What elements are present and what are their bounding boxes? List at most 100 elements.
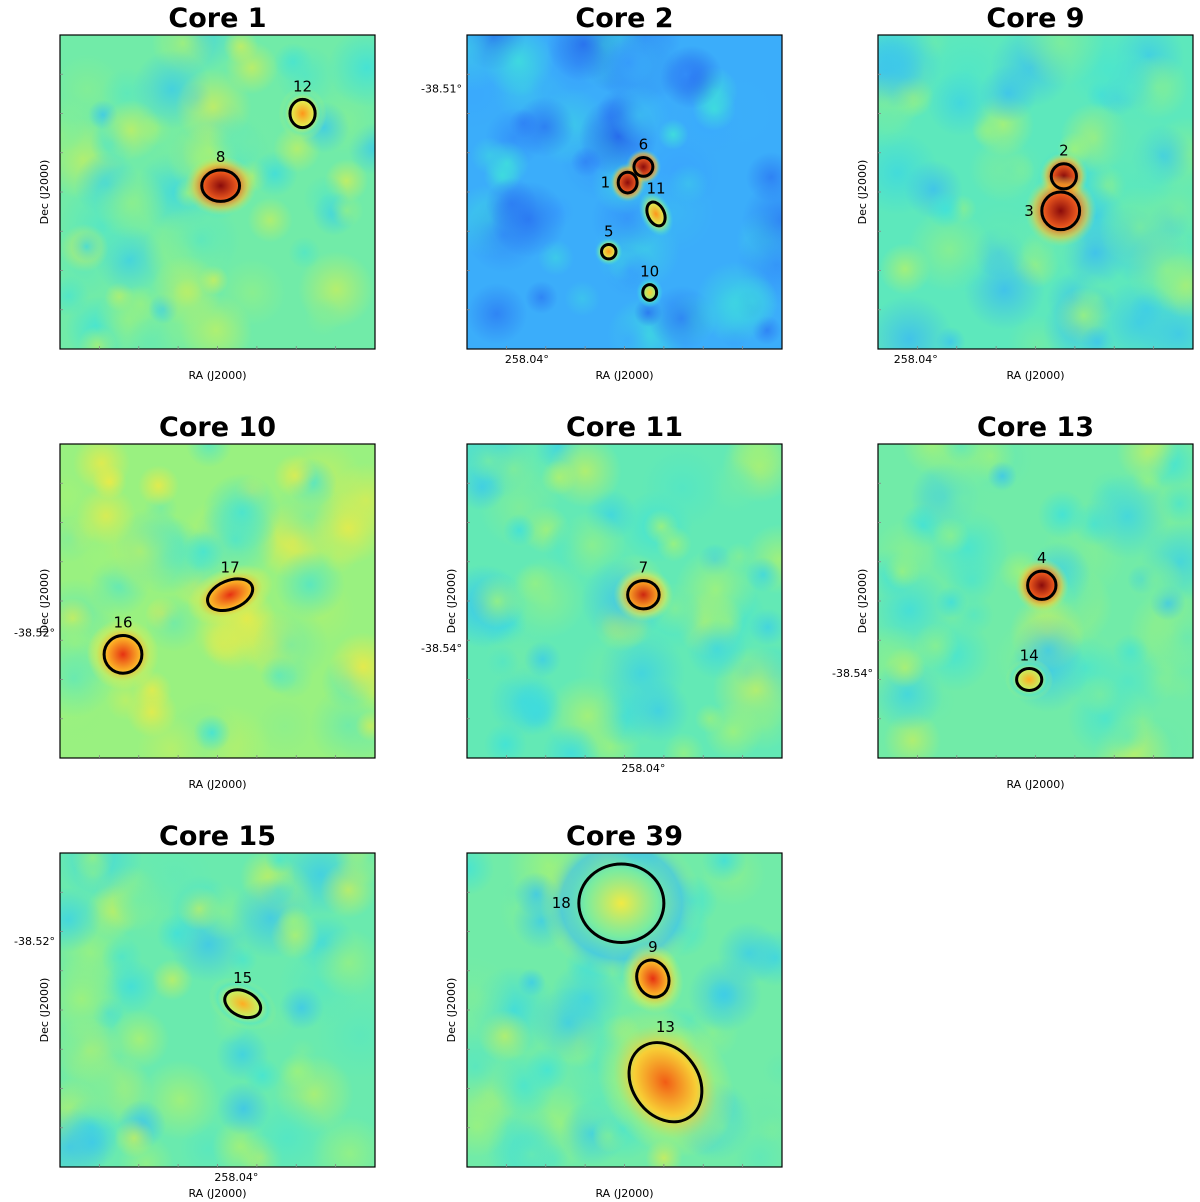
- source-ellipse-12: [288, 97, 317, 130]
- noise-blob: [216, 1082, 271, 1136]
- x-axis-label: RA (J2000): [188, 369, 246, 382]
- y-tick-label: -38.54°: [421, 642, 462, 655]
- noise-blob: [137, 465, 180, 507]
- noise-blob: [641, 447, 724, 530]
- panel-core-15: 15 Core 15 RA (J2000) Dec (J2000) 258.04° -38…: [14, 821, 376, 1200]
- noise-blob: [320, 534, 359, 574]
- noise-blob: [105, 680, 147, 721]
- noise-blob: [134, 853, 216, 921]
- source-label-16: 16: [113, 614, 132, 632]
- noise-blob: [724, 542, 754, 571]
- noise-blob: [884, 646, 926, 688]
- noise-blob: [486, 645, 520, 679]
- source-ellipse-17: [206, 577, 255, 613]
- noise-blob: [663, 732, 705, 758]
- source-ellipse-8: [200, 168, 242, 203]
- x-axis-label: RA (J2000): [595, 1187, 653, 1200]
- noise-blob: [277, 904, 311, 939]
- x-axis-label: RA (J2000): [188, 778, 246, 791]
- source-ellipse-2: [1049, 162, 1078, 191]
- noise-blob: [316, 991, 375, 1080]
- noise-blob: [953, 594, 994, 636]
- noise-blob: [95, 166, 168, 240]
- emission-peak-16: [87, 618, 159, 691]
- noise-blob: [945, 553, 998, 607]
- noise-blob: [564, 280, 601, 317]
- noise-blob: [467, 35, 512, 92]
- panel-title: Core 9: [986, 3, 1084, 34]
- emission-peak-7: [613, 567, 674, 622]
- noise-blob: [610, 85, 670, 145]
- source-ellipse-13: [627, 1041, 704, 1124]
- source-label-11: 11: [646, 179, 665, 197]
- noise-blob: [1083, 98, 1171, 186]
- source-ellipse-6: [632, 155, 655, 178]
- panel-core-39: 18 9 13 Core 39 RA (J2000) Dec (J2000): [445, 821, 783, 1200]
- emission-peak-8: [184, 155, 257, 216]
- x-tick-label: 258.04°: [894, 353, 938, 366]
- source-label-8: 8: [216, 148, 226, 166]
- noise-blob: [60, 275, 90, 317]
- emission-peak-3: [1024, 175, 1097, 247]
- noise-blob: [265, 853, 294, 875]
- noise-blob: [1037, 489, 1087, 540]
- source-label-7: 7: [639, 559, 649, 577]
- source-ellipse-10: [641, 283, 659, 302]
- emission-peak-10: [636, 277, 663, 308]
- map-background: [467, 35, 782, 349]
- y-tick-label: -38.52°: [14, 935, 55, 948]
- noise-blob: [97, 508, 183, 595]
- noise-blob: [314, 928, 375, 998]
- y-axis-label: Dec (J2000): [856, 569, 869, 634]
- x-axis-label: RA (J2000): [595, 369, 653, 382]
- noise-blob: [467, 955, 515, 1043]
- noise-blob: [328, 462, 375, 538]
- noise-blob: [470, 574, 524, 628]
- source-label-6: 6: [639, 135, 649, 153]
- panel-core-1: 8 12 Core 1 RA (J2000) Dec (J2000): [38, 3, 376, 382]
- y-tick-label: -38.51°: [421, 82, 462, 95]
- source-label-17: 17: [221, 559, 240, 577]
- source-label-2: 2: [1059, 142, 1069, 160]
- noise-blob: [101, 99, 162, 161]
- x-tick-label: 258.04°: [214, 1171, 258, 1184]
- source-label-9: 9: [648, 938, 658, 956]
- source-label-13: 13: [656, 1018, 675, 1036]
- noise-blob: [708, 459, 762, 513]
- source-ellipse-9: [635, 958, 671, 999]
- noise-blob: [546, 35, 621, 82]
- y-axis-label: Dec (J2000): [38, 978, 51, 1043]
- noise-blob: [470, 136, 509, 175]
- panel-title: Core 13: [977, 412, 1094, 443]
- noise-blob: [114, 1118, 154, 1158]
- emission-peak-11: [638, 191, 674, 237]
- source-label-5: 5: [604, 222, 614, 240]
- noise-blob: [491, 1053, 556, 1118]
- source-label-15: 15: [233, 969, 252, 987]
- source-label-10: 10: [640, 263, 659, 281]
- noise-blob: [350, 853, 375, 879]
- noise-blob: [531, 986, 606, 1061]
- source-ellipse-3: [1040, 190, 1082, 232]
- noise-blob: [1017, 35, 1105, 87]
- noise-blob: [1165, 670, 1193, 703]
- map-background: [467, 853, 782, 1167]
- noise-blob: [328, 632, 375, 702]
- noise-blob: [467, 1095, 508, 1158]
- source-ellipse-16: [102, 634, 144, 675]
- emission-peak-5: [594, 237, 623, 266]
- noise-blob: [601, 36, 655, 90]
- noise-blob: [92, 464, 127, 500]
- emission-peak-12: [278, 86, 327, 141]
- noise-blob: [150, 255, 222, 326]
- noise-blob: [542, 724, 600, 758]
- noise-blob: [60, 96, 100, 175]
- noise-blob: [906, 207, 992, 293]
- x-tick-label: 258.04°: [621, 762, 665, 775]
- map-background: [60, 35, 375, 349]
- emission-peak-1: [609, 162, 646, 203]
- noise-blob: [1159, 483, 1193, 524]
- noise-blob: [502, 513, 536, 547]
- y-axis-label: Dec (J2000): [38, 160, 51, 225]
